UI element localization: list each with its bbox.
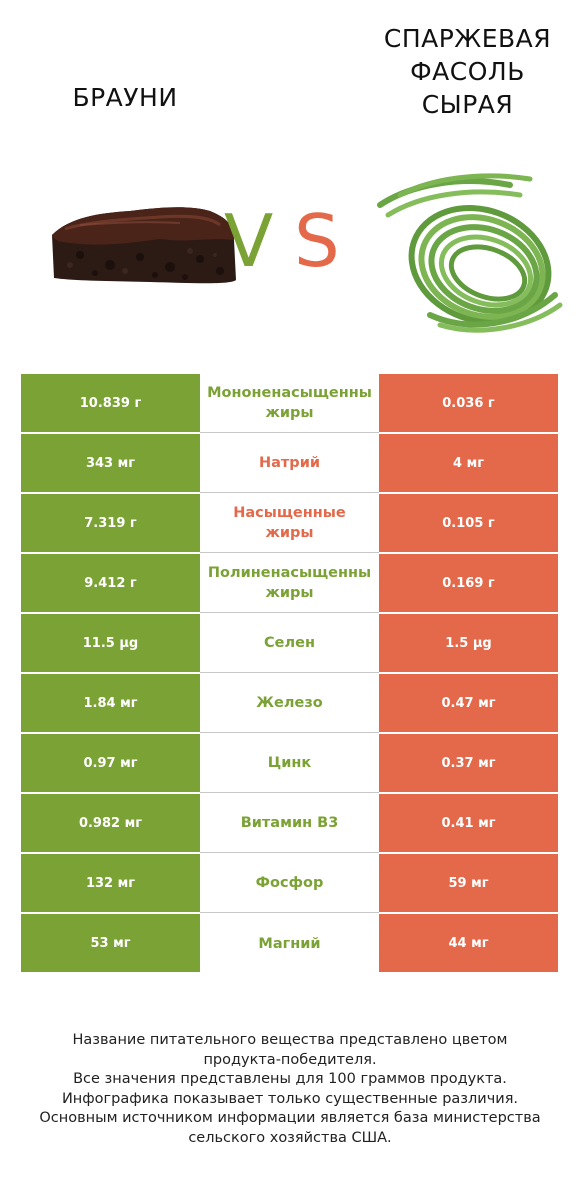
right-value: 0.169 г bbox=[379, 554, 558, 613]
table-row: 1.84 мг Железо 0.47 мг bbox=[21, 674, 558, 734]
right-value: 59 мг bbox=[379, 854, 558, 913]
footer-line: Основным источником информации является … bbox=[39, 1110, 541, 1126]
nutrient-name-line: Цинк bbox=[267, 755, 312, 771]
nutrient-name: Железо bbox=[200, 674, 379, 733]
table-row: 7.319 г Насыщенные жиры 0.105 г bbox=[21, 494, 558, 554]
left-value: 7.319 г bbox=[21, 494, 200, 553]
nutrient-name-line: Витамин B3 bbox=[240, 815, 339, 831]
nutrient-name-line: жиры bbox=[265, 585, 314, 601]
table-row: 343 мг Натрий 4 мг bbox=[21, 434, 558, 494]
left-value: 0.97 мг bbox=[21, 734, 200, 793]
right-value: 1.5 µg bbox=[379, 614, 558, 673]
nutrient-name-line: Магний bbox=[258, 935, 321, 952]
footer-line: Все значения представлены для 100 граммо… bbox=[73, 1071, 507, 1087]
asparagus-beans-image bbox=[377, 173, 563, 333]
right-value: 0.47 мг bbox=[379, 674, 558, 733]
right-food-title-line: СПАРЖЕВАЯ bbox=[383, 24, 552, 53]
table-row: 10.839 г Мононенасыщенны жиры 0.036 г bbox=[21, 374, 558, 434]
nutrient-name: Селен bbox=[200, 614, 379, 673]
left-value: 343 мг bbox=[21, 434, 200, 493]
right-food-title-line: СЫРАЯ bbox=[421, 90, 514, 119]
right-food-title: СПАРЖЕВАЯ ФАСОЛЬ СЫРАЯ bbox=[360, 22, 575, 121]
footer-notes: Название питательного вещества представл… bbox=[10, 1031, 570, 1148]
footer-line: Название питательного вещества представл… bbox=[72, 1032, 508, 1048]
table-row: 53 мг Магний 44 мг bbox=[21, 914, 558, 974]
nutrient-name-line: жиры bbox=[265, 405, 314, 421]
footer-line: сельского хозяйства США. bbox=[188, 1129, 392, 1146]
nutrient-name-line: Натрий bbox=[258, 455, 321, 471]
table-row: 132 мг Фосфор 59 мг bbox=[21, 854, 558, 914]
vs-v-letter: V bbox=[224, 199, 274, 283]
table-row: 0.982 мг Витамин B3 0.41 мг bbox=[21, 794, 558, 854]
right-value: 0.41 мг bbox=[379, 794, 558, 853]
brownie-image bbox=[52, 207, 236, 284]
nutrient-name-line: жиры bbox=[265, 525, 314, 541]
nutrient-comparison-table: 10.839 г Мононенасыщенны жиры 0.036 г 343 мг… bbox=[21, 374, 558, 974]
nutrient-name: Мононенасыщенны жиры bbox=[200, 374, 379, 433]
nutrient-name-line: Селен bbox=[264, 635, 315, 651]
table-row: 9.412 г Полиненасыщенны жиры 0.169 г bbox=[21, 554, 558, 614]
table-row: 0.97 мг Цинк 0.37 мг bbox=[21, 734, 558, 794]
right-food-title-line: ФАСОЛЬ bbox=[410, 57, 525, 86]
nutrient-name: Цинк bbox=[200, 734, 379, 793]
table-row: 11.5 µg Селен 1.5 µg bbox=[21, 614, 558, 674]
nutrient-name-line: Полиненасыщенны bbox=[207, 565, 372, 581]
nutrient-name-line: Насыщенные bbox=[233, 505, 346, 521]
right-value: 0.036 г bbox=[379, 374, 558, 433]
nutrient-name: Полиненасыщенны жиры bbox=[200, 554, 379, 613]
nutrient-name: Фосфор bbox=[200, 854, 379, 913]
left-value: 9.412 г bbox=[21, 554, 200, 613]
left-value: 10.839 г bbox=[21, 374, 200, 433]
nutrient-name-line: Фосфор bbox=[255, 875, 324, 891]
vs-s-letter: S bbox=[294, 199, 340, 283]
right-value: 0.37 мг bbox=[379, 734, 558, 793]
nutrient-name: Магний bbox=[200, 914, 379, 973]
nutrient-name: Витамин B3 bbox=[200, 794, 379, 853]
footer-line: Инфографика показывает только существенн… bbox=[61, 1090, 519, 1107]
right-value: 0.105 г bbox=[379, 494, 558, 553]
nutrient-name: Насыщенные жиры bbox=[200, 494, 379, 553]
left-value: 0.982 мг bbox=[21, 794, 200, 853]
left-value: 53 мг bbox=[21, 914, 200, 973]
left-value: 1.84 мг bbox=[21, 674, 200, 733]
left-food-title: БРАУНИ bbox=[72, 83, 178, 112]
right-value: 44 мг bbox=[379, 914, 558, 973]
nutrient-name-line: Мононенасыщенны bbox=[207, 385, 372, 401]
nutrient-name: Натрий bbox=[200, 434, 379, 493]
footer-line: продукта-победителя. bbox=[203, 1051, 377, 1068]
right-value: 4 мг bbox=[379, 434, 558, 493]
nutrient-name-line: Железо bbox=[256, 695, 323, 711]
left-value: 11.5 µg bbox=[21, 614, 200, 673]
left-value: 132 мг bbox=[21, 854, 200, 913]
